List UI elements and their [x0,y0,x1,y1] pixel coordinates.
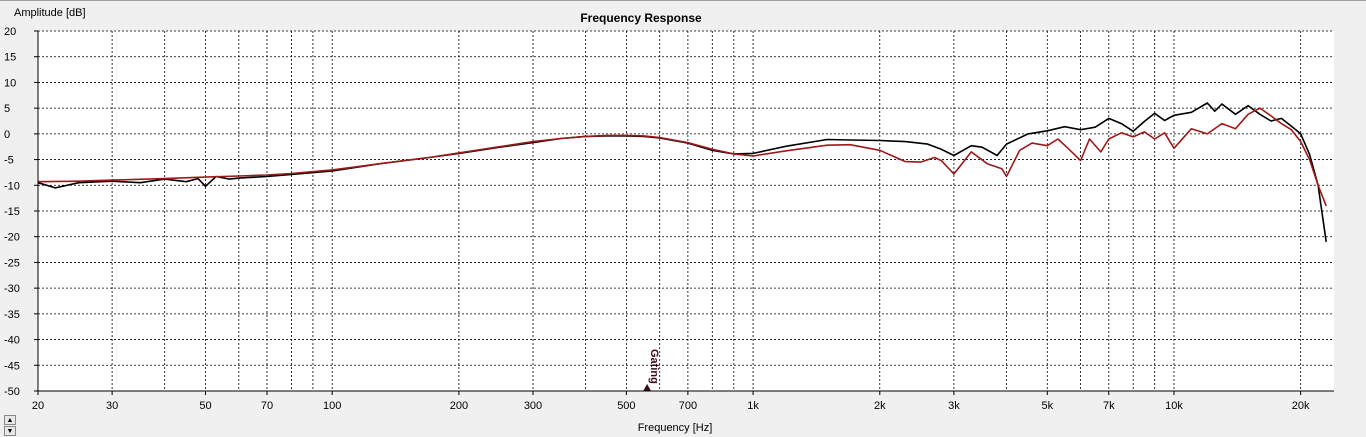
x-tick-label: 20 [32,400,44,412]
x-tick-label: 50 [199,400,211,412]
y-tick-label: 20 [4,26,16,38]
x-tick-label: 1k [747,400,759,412]
x-tick-label: 2k [874,400,886,412]
x-tick-label: 500 [617,400,635,412]
x-tick-label: 100 [323,400,341,412]
y-tick-label: -40 [4,335,20,347]
y-axis-label: Amplitude [dB] [14,7,86,19]
gating-marker: Gating [643,349,660,391]
x-tick-label: 7k [1103,400,1115,412]
x-tick-label: 10k [1165,400,1183,412]
y-tick-label: -15 [4,206,20,218]
x-tick-label: 30 [106,400,118,412]
y-tick-label: 15 [4,52,16,64]
y-tick-label: -50 [4,386,20,398]
y-tick-label: -20 [4,232,20,244]
grid [34,30,1334,395]
y-tick-label: -45 [4,360,20,372]
x-tick-label: 300 [524,400,542,412]
x-axis-label: Frequency [Hz] [638,422,713,434]
x-tick-label: 3k [948,400,960,412]
x-tick-label: 20k [1292,400,1310,412]
series-line-2 [37,107,1327,207]
y-tick-label: 5 [4,103,10,115]
series-line-1 [37,102,1327,243]
y-tick-label: -5 [4,155,14,167]
gating-triangle [643,384,652,391]
scroll-up-button[interactable]: ▲ [4,415,16,425]
y-tick-label: -10 [4,180,20,192]
series-lines [37,102,1327,243]
gating-label: Gating [648,349,660,384]
y-tick-label: 0 [4,129,10,141]
x-tick-label: 700 [679,400,697,412]
y-tick-label: -30 [4,283,20,295]
chart-title: Frequency Response [580,11,702,25]
y-tick-label: -35 [4,309,20,321]
scroll-down-button[interactable]: ▼ [4,426,16,436]
x-tick-label: 5k [1041,400,1053,412]
y-tick-label: 10 [4,77,16,89]
y-tick-label: -25 [4,257,20,269]
x-tick-label: 70 [261,400,273,412]
x-tick-label: 200 [450,400,468,412]
